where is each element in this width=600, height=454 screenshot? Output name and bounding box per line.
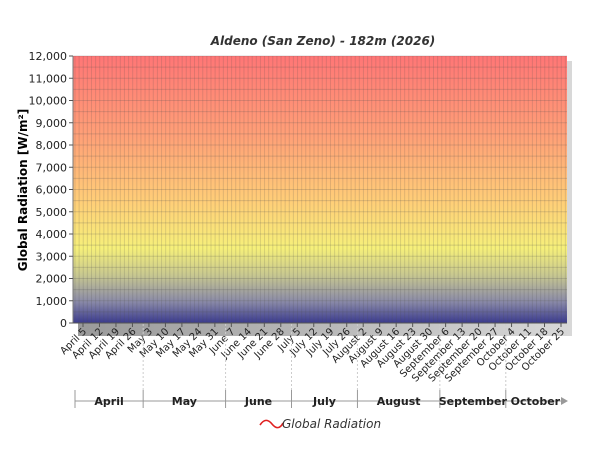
month-label: May [172,395,197,408]
y-axis-label: Global Radiation [W/m²] [16,109,30,272]
y-tick-label: 11,000 [29,72,68,85]
y-tick-label: 5,000 [36,206,68,219]
month-label: July [312,395,336,408]
legend-swatch-icon [259,419,284,429]
y-tick-label: 10,000 [29,95,68,108]
month-label: June [244,395,272,408]
month-label: September [439,395,508,408]
month-axis: April May June July August September October [74,324,568,408]
y-tick-label: 0 [60,317,67,330]
month-label: October [511,395,561,408]
y-tick-label: 9,000 [36,117,68,130]
month-label: August [377,395,421,408]
y-tick-label: 7,000 [36,161,68,174]
chart-title: Aldeno (San Zeno) - 182m (2026) [210,34,436,48]
y-tick-label: 6,000 [36,184,68,197]
legend[interactable]: Global Radiation [259,417,381,431]
y-tick-label: 12,000 [29,50,68,63]
y-tick-label: 8,000 [36,139,68,152]
y-tick-label: 4,000 [36,228,68,241]
y-tick-label: 2,000 [36,273,68,286]
grid [73,55,567,324]
y-tick-label: 3,000 [36,250,68,263]
legend-label: Global Radiation [282,417,381,431]
month-axis-arrow-icon [561,397,568,405]
month-label: April [94,395,123,408]
plot-background [73,56,567,323]
y-tick-label: 1,000 [36,295,68,308]
y-axis: 0 1,000 2,000 3,000 4,000 5,000 6,000 7,000 8,00… [29,50,74,330]
